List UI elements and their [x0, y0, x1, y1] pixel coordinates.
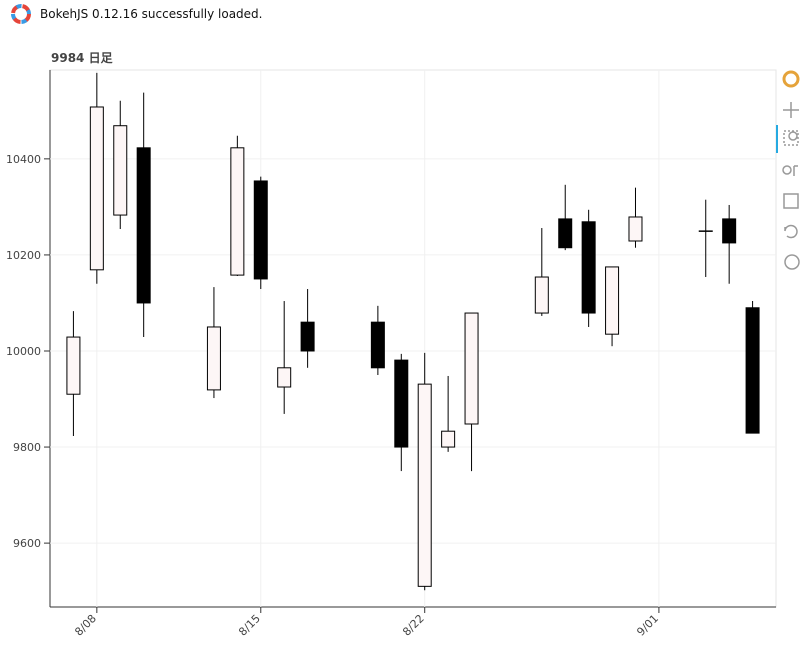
- candle-body: [745, 307, 760, 434]
- load-notice: BokehJS 0.12.16 successfully loaded.: [40, 7, 263, 21]
- candle-body: [628, 216, 643, 242]
- save-tool[interactable]: [783, 193, 799, 209]
- x-tick-label: 8/08: [72, 612, 99, 639]
- candle-body: [370, 321, 385, 369]
- candle-body: [89, 106, 104, 271]
- y-tick-label: 9600: [13, 537, 41, 550]
- candle-body: [698, 230, 713, 232]
- candle-body: [230, 147, 245, 276]
- candle-body: [581, 221, 596, 314]
- bokeh-logo: [11, 4, 31, 24]
- y-tick-label: 10400: [6, 153, 41, 166]
- reset-tool[interactable]: [784, 224, 798, 239]
- candle-body: [206, 326, 221, 391]
- candle-body: [441, 430, 456, 448]
- candle-body: [253, 180, 268, 280]
- x-tick-label: 8/15: [236, 612, 263, 639]
- candle-body: [66, 336, 81, 395]
- candle-body: [113, 125, 128, 216]
- y-tick-label: 10000: [6, 345, 41, 358]
- y-tick-label: 9800: [13, 441, 41, 454]
- candle-body: [394, 359, 409, 448]
- zoom-tool[interactable]: [783, 130, 799, 146]
- candle-body: [722, 218, 737, 244]
- candle-body: [136, 147, 151, 304]
- x-tick-label: 8/22: [400, 612, 427, 639]
- help-tool[interactable]: [784, 254, 800, 270]
- candle-body: [534, 276, 549, 314]
- candle-body: [558, 218, 573, 249]
- candle-body: [277, 367, 292, 388]
- pan-tool[interactable]: [783, 102, 799, 118]
- candle-body: [300, 321, 315, 352]
- x-tick-label: 9/01: [634, 612, 661, 639]
- y-tick-label: 10200: [6, 249, 41, 262]
- candle-body: [605, 266, 620, 335]
- plot-frame: [49, 69, 777, 608]
- candle-body: [417, 383, 432, 587]
- wheel-zoom-tool[interactable]: [782, 165, 798, 176]
- chart-title: 9984 日足: [51, 51, 113, 65]
- toolbar-logo: [782, 70, 800, 88]
- toolbar: [776, 70, 800, 270]
- candle-body: [464, 312, 479, 425]
